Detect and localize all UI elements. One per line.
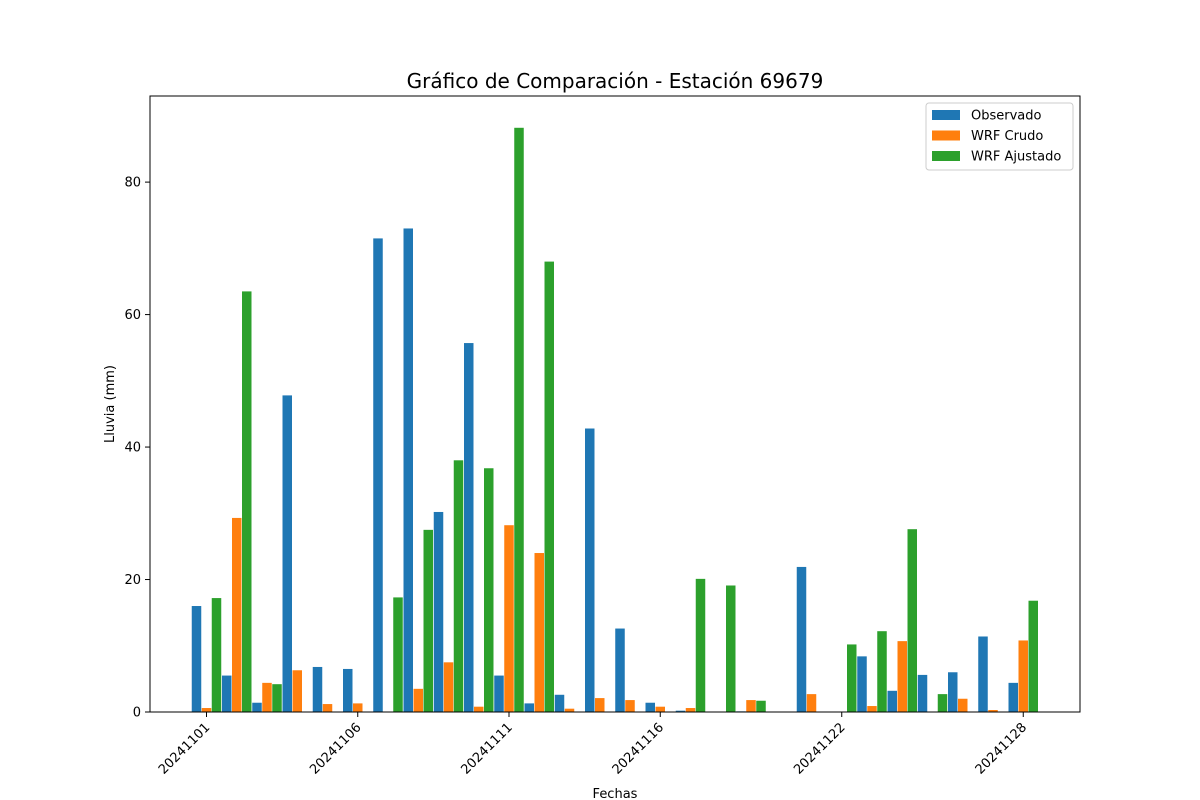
bar-observado-20241102 [222,675,232,712]
bar-wrf-crudo-20241101 [201,708,212,712]
bar-observado-20241108 [403,228,413,712]
bar-wrf-crudo-20241103 [262,682,272,712]
bar-observado-20241124 [887,690,897,712]
bar-wrf-crudo-20241124 [897,641,907,712]
bar-wrf-crudo-20241123 [867,706,877,712]
bar-observado-20241109 [433,511,444,712]
bar-wrf-crudo-20241104 [292,670,302,712]
bar-wrf-crudo-20241106 [353,703,363,712]
x-tick-label: 20241122 [791,720,848,777]
legend-label-0: Observado [971,109,1042,124]
bar-wrf-ajustado-20241122 [847,644,857,712]
bars-group [191,127,1038,713]
bar-wrf-crudo-20241109 [443,662,454,712]
bar-wrf-crudo-20241111 [504,525,514,712]
bar-wrf-ajustado-20241107 [393,597,403,712]
x-tick-label: 20241116 [610,720,667,777]
legend-frame [925,102,1074,171]
bar-wrf-ajustado-20241110 [484,468,494,712]
bar-wrf-crudo-20241115 [625,700,635,712]
bar-wrf-crudo-20241117 [685,708,696,712]
bar-wrf-crudo-20241110 [474,706,484,712]
bar-observado-20241104 [282,395,292,712]
bar-observado-20241101 [191,606,202,712]
bar-wrf-crudo-20241108 [413,688,423,712]
bar-observado-20241127 [978,636,988,712]
bar-observado-20241123 [857,656,867,712]
y-tick-label: 80 [124,176,141,191]
x-axis-label: Fechas [593,787,638,800]
x-tick-label: 20241128 [973,720,1030,777]
bar-wrf-ajustado-20241118 [726,585,736,712]
y-tick-label: 40 [124,441,141,456]
bar-wrf-ajustado-20241109 [453,460,464,712]
bar-wrf-crudo-20241102 [232,517,242,712]
x-tick-label: 20241101 [156,720,213,777]
bar-observado-20241125 [917,674,928,712]
bar-wrf-crudo-20241126 [958,698,968,712]
bar-wrf-ajustado-20241128 [1028,600,1038,712]
bar-wrf-crudo-20241113 [564,708,575,712]
bar-observado-20241111 [494,675,504,712]
bar-observado-20241115 [615,628,625,712]
bar-observado-20241105 [312,666,323,712]
y-axis: 0 20 40 60 80 [124,176,150,721]
x-tick-label: 20241106 [307,720,364,777]
bar-wrf-crudo-20241119 [746,700,756,712]
bar-wrf-crudo-20241128 [1018,640,1028,712]
legend-swatch-2 [932,151,960,161]
bar-wrf-crudo-20241112 [534,553,544,712]
bar-wrf-ajustado-20241112 [544,261,554,712]
bar-wrf-crudo-20241105 [322,704,333,712]
bar-wrf-ajustado-20241101 [211,598,222,712]
bar-observado-20241112 [524,703,534,712]
bar-observado-20241110 [464,343,474,712]
bar-wrf-ajustado-20241125 [937,694,948,712]
x-axis: 20241101 20241106 20241111 20241116 20241122… [156,712,1030,778]
legend-swatch-1 [932,130,960,141]
bar-wrf-crudo-20241116 [655,706,665,712]
legend-label-1: WRF Crudo [971,129,1043,144]
bar-wrf-ajustado-20241102 [242,291,252,712]
chart-title: Gráfico de Comparación - Estación 69679 [407,69,824,93]
bar-observado-20241114 [585,428,595,712]
bar-wrf-ajustado-20241119 [756,700,766,712]
y-tick-label: 20 [124,573,141,588]
bar-wrf-ajustado-20241108 [423,529,433,712]
plot-frame [149,95,1081,713]
bar-wrf-crudo-20241114 [595,698,605,712]
y-tick-label: 60 [124,308,141,323]
bar-observado-20241116 [645,702,655,712]
bar-observado-20241121 [796,566,807,712]
bar-observado-20241117 [675,710,686,712]
bar-wrf-ajustado-20241111 [514,127,524,713]
bar-wrf-ajustado-20241117 [695,578,706,712]
bar-wrf-crudo-20241127 [988,710,998,712]
bar-wrf-crudo-20241121 [806,694,817,712]
bar-observado-20241106 [343,668,353,712]
bar-wrf-ajustado-20241123 [877,631,887,712]
bar-observado-20241113 [554,694,565,712]
legend: Observado WRF Crudo WRF Ajustado [925,102,1074,171]
y-axis-label: Lluvia (mm) [103,365,118,443]
y-tick-label: 0 [133,706,141,721]
legend-label-2: WRF Ajustado [971,150,1061,165]
bar-observado-20241103 [252,702,262,712]
bar-wrf-ajustado-20241103 [272,684,282,712]
legend-swatch-0 [932,110,960,120]
bar-wrf-ajustado-20241124 [907,529,917,712]
x-tick-label: 20241111 [458,720,515,777]
bar-observado-20241107 [373,238,383,712]
bar-observado-20241128 [1008,682,1018,712]
bar-observado-20241126 [948,672,958,712]
